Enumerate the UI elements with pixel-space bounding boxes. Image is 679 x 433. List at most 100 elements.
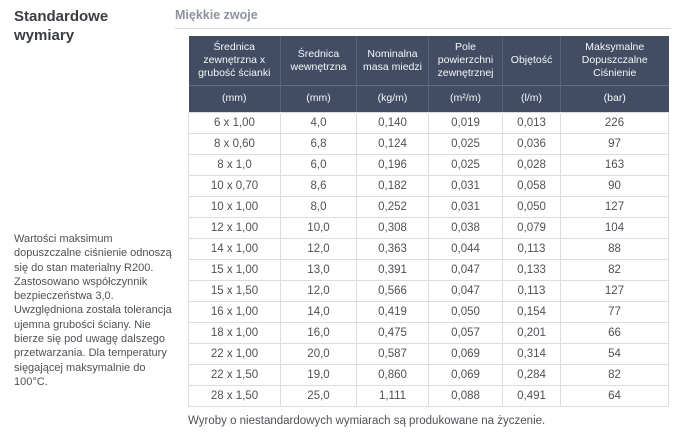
table-title: Miękkie zwoje [175, 8, 671, 29]
table-row: 22 x 1,00 20,0 0,587 0,069 0,314 54 [188, 342, 669, 365]
table-cell: 4,0 [280, 111, 357, 134]
table-cell: 0,050 [428, 300, 503, 323]
table-cell: 18 x 1,00 [188, 321, 281, 344]
table-cell: 0,038 [428, 216, 503, 239]
table-cell: 0,036 [502, 132, 561, 155]
main-content: Miękkie zwoje Średnica zewnętrzna x grub… [175, 8, 671, 427]
table-cell: 54 [560, 342, 669, 365]
column-header: Maksymalne Dopuszczalne Ciśnienie [560, 36, 669, 86]
table-column-header-row: Średnica zewnętrzna x grubość ścianki Śre… [188, 36, 669, 86]
table-row: 14 x 1,00 12,0 0,363 0,044 0,113 88 [188, 237, 669, 260]
column-unit: (l/m) [502, 85, 561, 112]
table-cell: 226 [560, 111, 669, 134]
table-cell: 0,113 [502, 279, 561, 302]
sidebar-title: Standardowe wymiary [14, 8, 109, 44]
table-cell: 12,0 [280, 279, 357, 302]
table-row: 28 x 1,50 25,0 1,111 0,088 0,491 64 [188, 384, 669, 407]
table-cell: 82 [560, 258, 669, 281]
table-cell: 0,284 [502, 363, 561, 386]
table-cell: 0,196 [356, 153, 429, 176]
table-cell: 0,050 [502, 195, 561, 218]
table-cell: 0,013 [502, 111, 561, 134]
table-cell: 28 x 1,50 [188, 384, 281, 407]
table-cell: 15 x 1,50 [188, 279, 281, 302]
table-cell: 127 [560, 279, 669, 302]
table-cell: 0,028 [502, 153, 561, 176]
table-cell: 64 [560, 384, 669, 407]
table-cell: 6,0 [280, 153, 357, 176]
column-unit: (mm) [280, 85, 357, 112]
table-cell: 0,019 [428, 111, 503, 134]
table-cell: 0,363 [356, 237, 429, 260]
table-cell: 8,0 [280, 195, 357, 218]
table-cell: 0,069 [428, 363, 503, 386]
table-cell: 0,057 [428, 321, 503, 344]
sidebar-note: Wartości maksimum dopuszczalne ciśnienie… [14, 233, 172, 388]
table-cell: 0,140 [356, 111, 429, 134]
table-cell: 0,058 [502, 174, 561, 197]
column-unit: (m²/m) [428, 85, 503, 112]
table-cell: 90 [560, 174, 669, 197]
table-row: 22 x 1,50 19,0 0,860 0,069 0,284 82 [188, 363, 669, 386]
table-cell: 15 x 1,00 [188, 258, 281, 281]
table-cell: 12 x 1,00 [188, 216, 281, 239]
column-header: Nominalna masa miedzi [356, 36, 429, 86]
table-row: 16 x 1,00 14,0 0,419 0,050 0,154 77 [188, 300, 669, 323]
table-cell: 16 x 1,00 [188, 300, 281, 323]
table-header: Średnica zewnętrzna x grubość ścianki Śre… [188, 36, 669, 112]
table-cell: 0,113 [502, 237, 561, 260]
table-cell: 0,069 [428, 342, 503, 365]
table-row: 15 x 1,00 13,0 0,391 0,047 0,133 82 [188, 258, 669, 281]
table-row: 8 x 1,0 6,0 0,196 0,025 0,028 163 [188, 153, 669, 176]
table-cell: 0,182 [356, 174, 429, 197]
table-cell: 0,391 [356, 258, 429, 281]
table-cell: 0,031 [428, 174, 503, 197]
table-cell: 0,587 [356, 342, 429, 365]
table-cell: 0,491 [502, 384, 561, 407]
table-cell: 77 [560, 300, 669, 323]
table-row: 15 x 1,50 12,0 0,566 0,047 0,113 127 [188, 279, 669, 302]
table-cell: 0,047 [428, 258, 503, 281]
table-cell: 8,6 [280, 174, 357, 197]
table-cell: 0,124 [356, 132, 429, 155]
table-cell: 0,419 [356, 300, 429, 323]
table-row: 6 x 1,00 4,0 0,140 0,019 0,013 226 [188, 111, 669, 134]
table-cell: 0,079 [502, 216, 561, 239]
table-body: 6 x 1,00 4,0 0,140 0,019 0,013 226 8 x 0,60 6,8… [188, 111, 669, 407]
table-row: 10 x 1,00 8,0 0,252 0,031 0,050 127 [188, 195, 669, 218]
column-unit: (mm) [188, 85, 281, 112]
column-header: Objętość [502, 36, 561, 86]
table-cell: 163 [560, 153, 669, 176]
table-cell: 0,314 [502, 342, 561, 365]
column-header: Pole powierzchni zewnętrznej [428, 36, 503, 86]
table-unit-row: (mm) (mm) (kg/m) (m²/m) (l/m) (bar) [188, 85, 669, 112]
dimensions-table: Średnica zewnętrzna x grubość ścianki Śre… [188, 36, 669, 407]
table-cell: 0,475 [356, 321, 429, 344]
table-cell: 25,0 [280, 384, 357, 407]
table-cell: 10 x 0,70 [188, 174, 281, 197]
table-cell: 10 x 1,00 [188, 195, 281, 218]
table-cell: 20,0 [280, 342, 357, 365]
table-cell: 16,0 [280, 321, 357, 344]
table-cell: 6 x 1,00 [188, 111, 281, 134]
table-cell: 127 [560, 195, 669, 218]
table-cell: 8 x 1,0 [188, 153, 281, 176]
column-header: Średnica zewnętrzna x grubość ścianki [188, 36, 281, 86]
table-row: 10 x 0,70 8,6 0,182 0,031 0,058 90 [188, 174, 669, 197]
column-unit: (bar) [560, 85, 669, 112]
table-cell: 0,044 [428, 237, 503, 260]
table-cell: 6,8 [280, 132, 357, 155]
table-cell: 0,566 [356, 279, 429, 302]
column-header: Średnica wewnętrzna [280, 36, 357, 86]
table-cell: 104 [560, 216, 669, 239]
table-cell: 0,201 [502, 321, 561, 344]
table-cell: 0,025 [428, 153, 503, 176]
table-cell: 97 [560, 132, 669, 155]
table-cell: 10,0 [280, 216, 357, 239]
table-cell: 66 [560, 321, 669, 344]
table-cell: 8 x 0,60 [188, 132, 281, 155]
table-cell: 12,0 [280, 237, 357, 260]
table-cell: 1,111 [356, 384, 429, 407]
table-row: 12 x 1,00 10,0 0,308 0,038 0,079 104 [188, 216, 669, 239]
table-cell: 0,025 [428, 132, 503, 155]
